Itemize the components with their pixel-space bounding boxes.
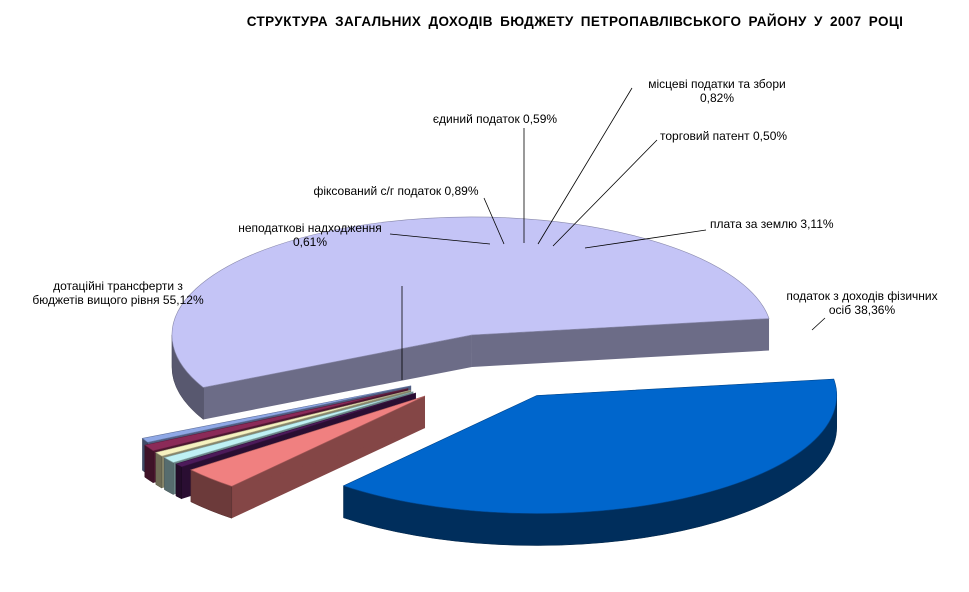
slice-label: дотаційні трансферти з бюджетів вищого рі… [32, 279, 204, 307]
leader-line [552, 139, 658, 247]
leader-line [483, 197, 505, 245]
chart-title: СТРУКТУРА ЗАГАЛЬНИХ ДОХОДІВ БЮДЖЕТУ ПЕТР… [246, 14, 904, 29]
slice-label: торговий патент 0,50% [660, 129, 787, 143]
pie-slice [171, 216, 770, 420]
pie-slice [342, 378, 838, 546]
slice-label: місцеві податки та збори 0,82% [648, 77, 785, 105]
pie-slice [190, 395, 426, 519]
leader-line [389, 233, 491, 245]
slice-label: фіксований с/г податок 0,89% [313, 184, 478, 198]
slice-label: плата за землю 3,11% [710, 217, 834, 231]
slice-label: податок з доходів фізичних осіб 38,36% [786, 289, 937, 317]
slice-label: неподаткові надходження 0,61% [238, 221, 382, 249]
leader-line [811, 317, 826, 331]
leader-line [584, 229, 707, 249]
slice-label: єдиний податок 0,59% [433, 112, 557, 126]
leader-line [537, 87, 633, 245]
